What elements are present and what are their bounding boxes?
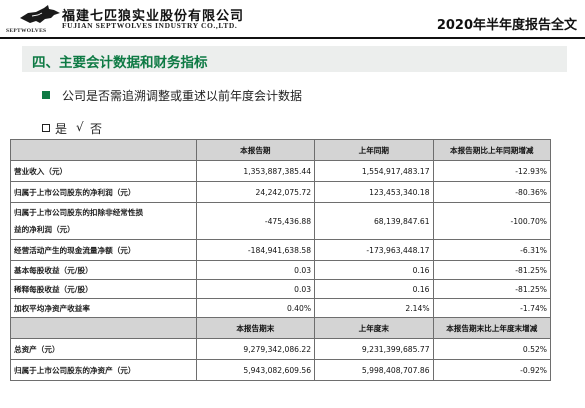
page-header: SEPTWOLVES 福建七匹狼实业股份有限公司 FUJIAN SEPTWOLV… xyxy=(0,0,585,39)
row-label: 归属于上市公司股东的扣除非经常性损 益的净利润（元） xyxy=(10,202,197,240)
table-row: 经营活动产生的现金流量净额（元） -184,941,638.58 -173,96… xyxy=(10,239,552,261)
current-period-value: 0.03 xyxy=(195,260,316,280)
period-end-value: 5,943,082,609.56 xyxy=(195,359,316,381)
prior-period-value: 2.14% xyxy=(314,298,434,318)
table-header-row: 本报告期 上年同期 本报告期比上年同期增减 xyxy=(10,139,552,161)
row-label: 稀释每股收益（元/股） xyxy=(10,279,197,299)
prior-period-value: 68,139,847.61 xyxy=(314,202,434,240)
header-cell xyxy=(10,139,197,161)
row-label: 经营活动产生的现金流量净额（元） xyxy=(10,239,197,261)
table-row: 归属于上市公司股东的净利润（元） 24,242,075.72 123,453,3… xyxy=(10,181,552,203)
change-value: -80.36% xyxy=(432,181,552,203)
table-row: 加权平均净资产收益率 0.40% 2.14% -1.74% xyxy=(10,298,552,318)
change-value: -81.25% xyxy=(432,260,552,280)
row-label: 基本每股收益（元/股） xyxy=(10,260,197,280)
change-value: -0.92% xyxy=(432,359,552,381)
prior-period-value: 123,453,340.18 xyxy=(314,181,434,203)
prior-year-end-value: 5,998,408,707.86 xyxy=(314,359,434,381)
table-row: 总资产（元） 9,279,342,086.22 9,231,399,685.77… xyxy=(10,338,552,360)
row-label: 归属于上市公司股东的净利润（元） xyxy=(10,181,197,203)
square-bullet-icon xyxy=(42,91,50,99)
option-yes: 是 xyxy=(55,122,68,136)
change-value: -1.74% xyxy=(432,298,552,318)
current-period-value: -184,941,638.58 xyxy=(195,239,316,261)
wolf-logo-icon xyxy=(20,5,60,23)
change-value: 0.52% xyxy=(432,338,552,360)
header-cell: 上年度末 xyxy=(314,317,434,339)
header-cell: 本报告期 xyxy=(195,139,316,161)
row-label-line2: 益的净利润（元） xyxy=(14,225,75,234)
document-title: 2020年半年度报告全文 xyxy=(436,18,577,33)
period-end-value: 9,279,342,086.22 xyxy=(195,338,316,360)
prior-period-value: 0.16 xyxy=(314,260,434,280)
table-row: 营业收入（元） 1,353,887,385.44 1,554,917,483.1… xyxy=(10,160,552,182)
prior-year-end-value: 9,231,399,685.77 xyxy=(314,338,434,360)
change-value: -81.25% xyxy=(432,279,552,299)
current-period-value: -475,436.88 xyxy=(195,202,316,240)
company-name-en: FUJIAN SEPTWOLVES INDUSTRY CO.,LTD. xyxy=(62,21,238,30)
section-bar xyxy=(22,46,567,72)
current-period-value: 0.40% xyxy=(195,298,316,318)
row-label: 总资产（元） xyxy=(10,338,197,360)
restatement-question: 公司是否需追溯调整或重述以前年度会计数据 xyxy=(62,89,303,103)
header-cell: 本报告期比上年同期增减 xyxy=(432,139,552,161)
table-row: 归属于上市公司股东的净资产（元） 5,943,082,609.56 5,998,… xyxy=(10,359,552,381)
prior-period-value: 1,554,917,483.17 xyxy=(314,160,434,182)
table-row: 归属于上市公司股东的扣除非经常性损 益的净利润（元） -475,436.88 68… xyxy=(10,202,552,240)
change-value: -6.31% xyxy=(432,239,552,261)
section-title: 四、主要会计数据和财务指标 xyxy=(32,55,208,71)
header-cell xyxy=(10,317,197,339)
prior-period-value: -173,963,448.17 xyxy=(314,239,434,261)
change-value: -12.93% xyxy=(432,160,552,182)
checkbox-icon xyxy=(42,124,50,132)
row-label-line1: 归属于上市公司股东的扣除非经常性损 xyxy=(14,208,144,217)
header-cell: 本报告期末比上年度末增减 xyxy=(432,317,552,339)
table-header-row: 本报告期末 上年度末 本报告期末比上年度末增减 xyxy=(10,317,552,339)
change-value: -100.70% xyxy=(432,202,552,240)
current-period-value: 0.03 xyxy=(195,279,316,299)
financial-data-table: 本报告期 上年同期 本报告期比上年同期增减 营业收入（元） 1,353,887,… xyxy=(10,139,552,381)
current-period-value: 24,242,075.72 xyxy=(195,181,316,203)
table-row: 稀释每股收益（元/股） 0.03 0.16 -81.25% xyxy=(10,279,552,299)
company-name-cn: 福建七匹狼实业股份有限公司 xyxy=(62,9,245,24)
row-label: 营业收入（元） xyxy=(10,160,197,182)
check-mark: √ xyxy=(76,120,84,134)
header-cell: 上年同期 xyxy=(314,139,434,161)
row-label: 归属于上市公司股东的净资产（元） xyxy=(10,359,197,381)
header-rule xyxy=(0,37,585,39)
header-cell: 本报告期末 xyxy=(195,317,316,339)
table-row: 基本每股收益（元/股） 0.03 0.16 -81.25% xyxy=(10,260,552,280)
prior-period-value: 0.16 xyxy=(314,279,434,299)
current-period-value: 1,353,887,385.44 xyxy=(195,160,316,182)
option-no: 否 xyxy=(90,122,103,136)
row-label: 加权平均净资产收益率 xyxy=(10,298,197,318)
logo-wordmark: SEPTWOLVES xyxy=(6,28,47,34)
